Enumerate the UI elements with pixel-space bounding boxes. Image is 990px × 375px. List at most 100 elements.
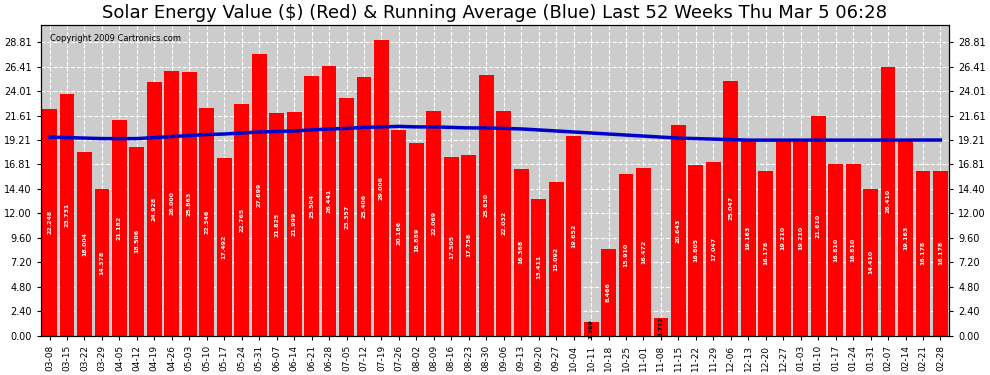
Text: 21.610: 21.610 <box>816 213 821 238</box>
Text: 14.378: 14.378 <box>99 250 105 274</box>
Text: 26.000: 26.000 <box>169 191 174 215</box>
Bar <box>566 135 581 336</box>
Text: 18.506: 18.506 <box>135 229 140 254</box>
Bar <box>724 81 739 336</box>
Title: Solar Energy Value ($) (Red) & Running Average (Blue) Last 52 Weeks Thu Mar 5 06: Solar Energy Value ($) (Red) & Running A… <box>103 4 887 22</box>
Text: 20.186: 20.186 <box>396 221 401 245</box>
Text: 26.410: 26.410 <box>885 189 891 213</box>
Bar <box>130 147 145 336</box>
Text: 14.410: 14.410 <box>868 250 873 274</box>
Bar <box>741 141 755 336</box>
Bar <box>758 171 773 336</box>
Bar <box>845 165 860 336</box>
Bar <box>811 116 826 336</box>
Bar <box>182 72 197 336</box>
Bar <box>112 120 127 336</box>
Bar <box>199 108 214 336</box>
Text: 17.758: 17.758 <box>466 233 471 257</box>
Text: 22.032: 22.032 <box>501 211 506 236</box>
Bar <box>391 130 406 336</box>
Text: 16.810: 16.810 <box>834 238 839 262</box>
Text: 21.999: 21.999 <box>292 211 297 236</box>
Text: 22.248: 22.248 <box>48 210 52 234</box>
Bar <box>933 171 947 336</box>
Bar <box>829 165 843 336</box>
Text: 19.210: 19.210 <box>798 226 803 250</box>
Text: 1.772: 1.772 <box>658 316 663 336</box>
Bar <box>619 174 634 336</box>
Text: 21.825: 21.825 <box>274 212 279 237</box>
Text: 25.406: 25.406 <box>361 194 366 218</box>
Text: 19.163: 19.163 <box>745 226 750 250</box>
Bar <box>147 82 161 336</box>
Bar <box>461 155 476 336</box>
Bar <box>584 322 599 336</box>
Text: 19.163: 19.163 <box>903 226 908 250</box>
Bar <box>881 67 896 336</box>
Text: 25.047: 25.047 <box>729 196 734 220</box>
Text: 16.805: 16.805 <box>693 238 698 262</box>
Bar <box>251 54 266 336</box>
Bar <box>916 171 931 336</box>
Text: 18.889: 18.889 <box>414 227 419 252</box>
Text: 16.368: 16.368 <box>519 240 524 264</box>
Bar <box>43 109 57 336</box>
Bar <box>898 141 913 336</box>
Text: 20.643: 20.643 <box>676 218 681 243</box>
Text: 8.466: 8.466 <box>606 282 611 302</box>
Text: 16.810: 16.810 <box>850 238 855 262</box>
Text: 22.765: 22.765 <box>240 208 245 232</box>
Text: 29.006: 29.006 <box>379 176 384 200</box>
Text: 17.505: 17.505 <box>448 234 453 258</box>
Bar <box>287 112 302 336</box>
Bar <box>269 113 284 336</box>
Bar <box>548 182 563 336</box>
Text: 25.630: 25.630 <box>484 193 489 217</box>
Bar <box>59 94 74 336</box>
Bar <box>863 189 878 336</box>
Text: 1.369: 1.369 <box>589 319 594 339</box>
Text: 16.178: 16.178 <box>921 241 926 266</box>
Text: 23.731: 23.731 <box>64 202 69 227</box>
Bar <box>636 168 650 336</box>
Bar <box>706 162 721 336</box>
Bar <box>409 143 424 336</box>
Bar <box>235 104 249 336</box>
Bar <box>94 189 109 336</box>
Text: 25.504: 25.504 <box>309 194 314 218</box>
Text: 23.357: 23.357 <box>344 204 349 229</box>
Text: 15.092: 15.092 <box>553 247 558 271</box>
Text: 16.178: 16.178 <box>763 241 768 266</box>
Bar <box>164 71 179 336</box>
Bar <box>601 249 616 336</box>
Bar <box>688 165 703 336</box>
Text: 19.210: 19.210 <box>781 226 786 250</box>
Text: Copyright 2009 Cartronics.com: Copyright 2009 Cartronics.com <box>50 34 181 44</box>
Text: 13.411: 13.411 <box>537 255 542 279</box>
Text: 15.910: 15.910 <box>624 243 629 267</box>
Bar <box>356 77 371 336</box>
Text: 17.047: 17.047 <box>711 237 716 261</box>
Bar <box>374 40 389 336</box>
Bar <box>304 76 319 336</box>
Text: 17.492: 17.492 <box>222 234 227 259</box>
Bar <box>444 158 458 336</box>
Text: 24.928: 24.928 <box>151 196 156 221</box>
Text: 22.069: 22.069 <box>432 211 437 235</box>
Text: 27.699: 27.699 <box>256 183 261 207</box>
Bar <box>776 140 791 336</box>
Bar <box>427 111 442 336</box>
Text: 25.863: 25.863 <box>187 192 192 216</box>
Text: 19.652: 19.652 <box>571 224 576 248</box>
Bar <box>496 111 511 336</box>
Bar <box>653 318 668 336</box>
Bar <box>671 126 686 336</box>
Bar <box>793 140 808 336</box>
Bar <box>514 169 529 336</box>
Text: 16.178: 16.178 <box>938 241 942 266</box>
Bar <box>217 158 232 336</box>
Bar <box>479 75 494 336</box>
Text: 18.004: 18.004 <box>82 232 87 256</box>
Text: 16.472: 16.472 <box>641 240 646 264</box>
Text: 26.441: 26.441 <box>327 189 332 213</box>
